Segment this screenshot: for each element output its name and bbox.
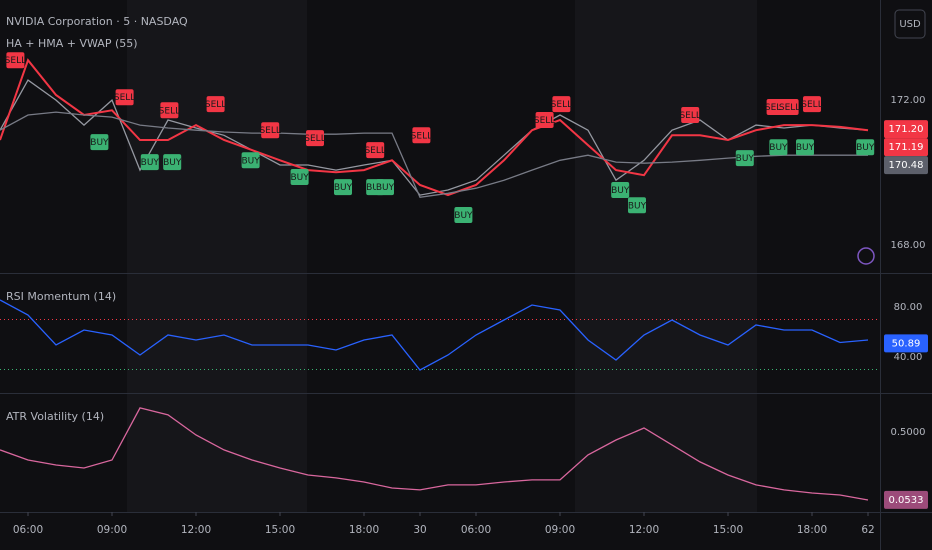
signal-label: BUY [796, 143, 815, 153]
signal-marker [769, 139, 788, 156]
x-tick-label: 12:00 [629, 524, 659, 536]
signal-marker [140, 154, 159, 171]
signal-marker [796, 139, 814, 156]
signal-marker [535, 112, 554, 129]
signal-marker [611, 182, 630, 199]
signal-marker [90, 134, 109, 151]
price-tag-label: 50.89 [892, 338, 921, 349]
signal-marker [803, 96, 821, 113]
y-tick-label: 40.00 [894, 352, 923, 363]
signal-marker [376, 179, 394, 196]
currency-label[interactable]: USD [899, 19, 921, 30]
y-tick-label: 80.00 [894, 302, 923, 313]
signal-label: BUY [141, 158, 160, 168]
price-tag [884, 120, 928, 139]
y-tick-label: 168.00 [891, 240, 926, 251]
signal-marker [290, 168, 309, 185]
x-tick-label: 12:00 [181, 524, 211, 536]
pane-title: HA + HMA + VWAP (55) [6, 37, 138, 50]
signal-label: BUY [241, 156, 260, 166]
x-tick-label: 09:00 [97, 524, 127, 536]
signal-marker [780, 98, 799, 115]
x-tick-label: 09:00 [545, 524, 575, 536]
signal-marker [628, 197, 646, 214]
signal-label: BUY [334, 183, 353, 193]
price-tag-label: 170.48 [889, 160, 924, 171]
series-line [0, 407, 869, 501]
signal-label: BUY [856, 143, 875, 153]
signal-marker [735, 150, 754, 167]
x-tick-label: 15:00 [265, 524, 295, 536]
signal-label: BUY [736, 154, 755, 164]
x-tick-label: 06:00 [13, 524, 43, 536]
signal-label: SELL [304, 134, 325, 144]
price-tag [884, 156, 928, 175]
signal-label: SELL [114, 93, 135, 103]
signal-marker [552, 96, 571, 113]
signal-marker [241, 152, 260, 169]
session-band [575, 0, 757, 512]
pane-title: ATR Volatility (14) [6, 410, 104, 423]
signal-label: SELL [159, 106, 180, 116]
signal-marker [163, 154, 182, 171]
x-tick-label: 15:00 [713, 524, 743, 536]
signal-marker [334, 179, 352, 196]
signal-label: BUY [376, 183, 395, 193]
signal-marker [766, 98, 785, 115]
signal-marker [206, 96, 225, 113]
signal-marker [115, 89, 134, 106]
signal-label: BUY [366, 183, 385, 193]
series-line [0, 58, 869, 197]
x-tick-label: 06:00 [461, 524, 491, 536]
signal-label: BUY [163, 158, 182, 168]
price-tag-label: 171.20 [889, 124, 924, 135]
signal-marker [261, 122, 280, 139]
signal-marker [412, 127, 431, 144]
series-line [0, 299, 869, 371]
signal-label: SELL [5, 56, 26, 66]
currency-button[interactable] [894, 9, 926, 39]
price-tag [884, 138, 928, 157]
series-line [0, 111, 868, 199]
pane-title: RSI Momentum (14) [6, 290, 116, 303]
price-tag-label: 171.19 [889, 142, 924, 153]
signal-label: SELL [765, 103, 786, 113]
price-tag-label: 0.0533 [889, 495, 924, 506]
signal-label: SELL [411, 131, 432, 141]
signal-label: SELL [205, 100, 226, 110]
y-tick-label: 172.00 [891, 95, 926, 106]
price-tag [884, 490, 928, 509]
signal-marker [306, 130, 324, 147]
signal-marker [6, 52, 25, 69]
x-tick-label: 30 [413, 524, 426, 536]
x-tick-label: 18:00 [797, 524, 827, 536]
signal-label: SELL [259, 126, 280, 136]
signal-marker [454, 207, 473, 224]
signal-label: BUY [90, 138, 109, 148]
price-tag [884, 334, 928, 353]
session-band [127, 0, 307, 512]
signal-label: BUY [611, 186, 630, 196]
signal-label: BUY [769, 143, 788, 153]
signal-marker [160, 102, 179, 119]
signal-label: SELL [364, 146, 385, 156]
signal-label: BUY [628, 201, 647, 211]
signal-marker [856, 139, 875, 156]
signal-label: SELL [801, 100, 822, 110]
signal-label: SELL [679, 111, 700, 121]
signal-label: SELL [779, 103, 800, 113]
symbol-title: NVIDIA Corporation · 5 · NASDAQ [6, 15, 188, 28]
signal-label: SELL [534, 116, 555, 126]
x-tick-label: 18:00 [349, 524, 379, 536]
signal-label: SELL [551, 100, 572, 110]
alert-icon[interactable] [857, 247, 875, 265]
signal-marker [366, 142, 385, 159]
y-tick-label: 0.5000 [891, 427, 926, 438]
signal-marker [681, 106, 700, 123]
signal-label: BUY [454, 211, 473, 221]
x-tick-label: 62 [861, 524, 874, 536]
signal-label: BUY [290, 173, 309, 183]
